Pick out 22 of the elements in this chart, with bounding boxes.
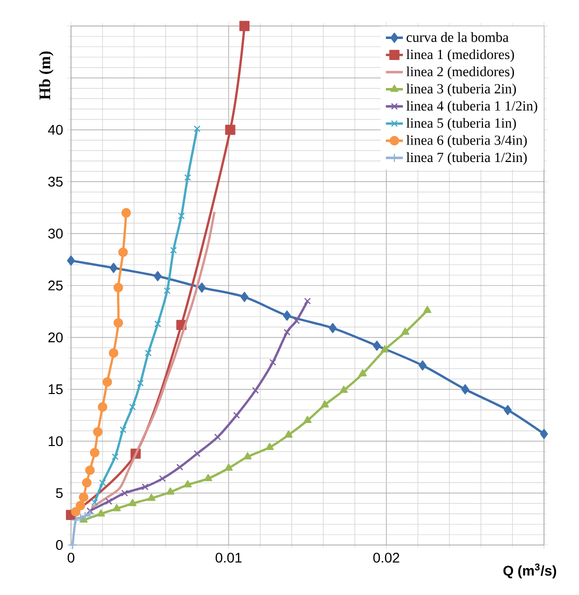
- legend-label: linea 3 (tuberia 2in): [406, 84, 516, 96]
- legend-label: linea 6 (tuberia 3/4in): [406, 135, 527, 148]
- y-tick-label: 10: [48, 436, 63, 446]
- y-tick-label: 20: [48, 332, 63, 342]
- legend-label: linea 7 (tuberia 1/2in): [406, 152, 527, 165]
- y-tick-label: 5: [56, 488, 63, 498]
- y-tick-label: 0: [56, 540, 63, 550]
- legend-label: curva de la bomba: [406, 32, 509, 42]
- y-tick-label: 30: [48, 228, 63, 239]
- x-tick-label: 0.02: [373, 552, 400, 563]
- legend-label: linea 5 (tuberia 1in): [406, 118, 516, 131]
- y-tick-label: 15: [48, 384, 63, 394]
- y-axis-title: Hb (m): [39, 51, 54, 100]
- x-tick-label: 0.01: [216, 552, 242, 563]
- x-axis-title: Q (m$^{3}$/s): [503, 564, 556, 578]
- x-tick-label: 0: [68, 552, 74, 563]
- y-tick-label: 35: [48, 176, 63, 187]
- y-tick-label: 25: [48, 280, 63, 290]
- legend-label: linea 2 (medidores): [406, 66, 514, 80]
- y-tick-label: 40: [48, 124, 63, 135]
- legend-label: linea 4 (tuberia 1 1/2in): [406, 100, 538, 114]
- legend-label: linea 1 (medidores): [406, 49, 514, 62]
